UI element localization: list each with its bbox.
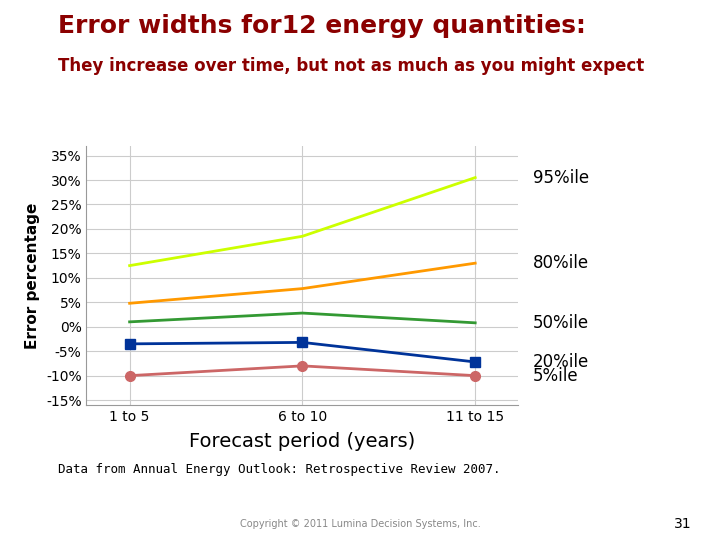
Text: 95%ile: 95%ile xyxy=(533,168,589,187)
Text: 31: 31 xyxy=(674,517,691,531)
Text: 5%ile: 5%ile xyxy=(533,367,578,384)
Text: Error widths for12 energy quantities:: Error widths for12 energy quantities: xyxy=(58,14,585,37)
Text: Copyright © 2011 Lumina Decision Systems, Inc.: Copyright © 2011 Lumina Decision Systems… xyxy=(240,519,480,529)
Text: 80%ile: 80%ile xyxy=(533,254,589,272)
Y-axis label: Error percentage: Error percentage xyxy=(25,202,40,349)
Text: 20%ile: 20%ile xyxy=(533,353,589,371)
Text: 50%ile: 50%ile xyxy=(533,314,589,332)
X-axis label: Forecast period (years): Forecast period (years) xyxy=(189,432,415,451)
Text: Data from Annual Energy Outlook: Retrospective Review 2007.: Data from Annual Energy Outlook: Retrosp… xyxy=(58,463,500,476)
Text: They increase over time, but not as much as you might expect: They increase over time, but not as much… xyxy=(58,57,644,75)
